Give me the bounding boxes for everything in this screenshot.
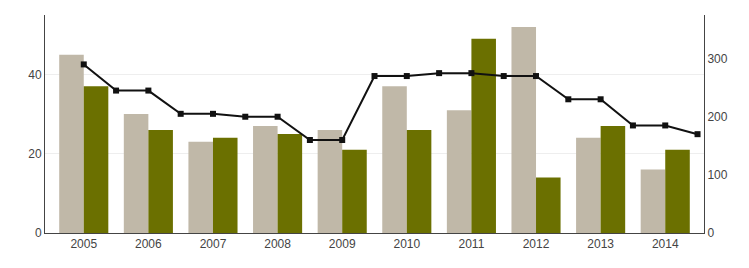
svg-text:2011: 2011 (459, 237, 485, 251)
svg-text:0: 0 (35, 226, 42, 240)
svg-text:100: 100 (707, 168, 727, 182)
svg-text:2012: 2012 (523, 237, 550, 251)
svg-text:2010: 2010 (393, 237, 420, 251)
svg-text:300: 300 (707, 52, 727, 66)
svg-text:2007: 2007 (200, 237, 227, 251)
svg-text:2005: 2005 (70, 237, 97, 251)
svg-text:2014: 2014 (652, 237, 679, 251)
svg-text:40: 40 (28, 68, 42, 82)
svg-text:200: 200 (707, 110, 727, 124)
svg-text:2009: 2009 (329, 237, 356, 251)
svg-text:2006: 2006 (135, 237, 162, 251)
svg-text:20: 20 (28, 147, 42, 161)
svg-text:2008: 2008 (264, 237, 291, 251)
svg-text:2013: 2013 (587, 237, 614, 251)
svg-text:0: 0 (707, 226, 714, 240)
